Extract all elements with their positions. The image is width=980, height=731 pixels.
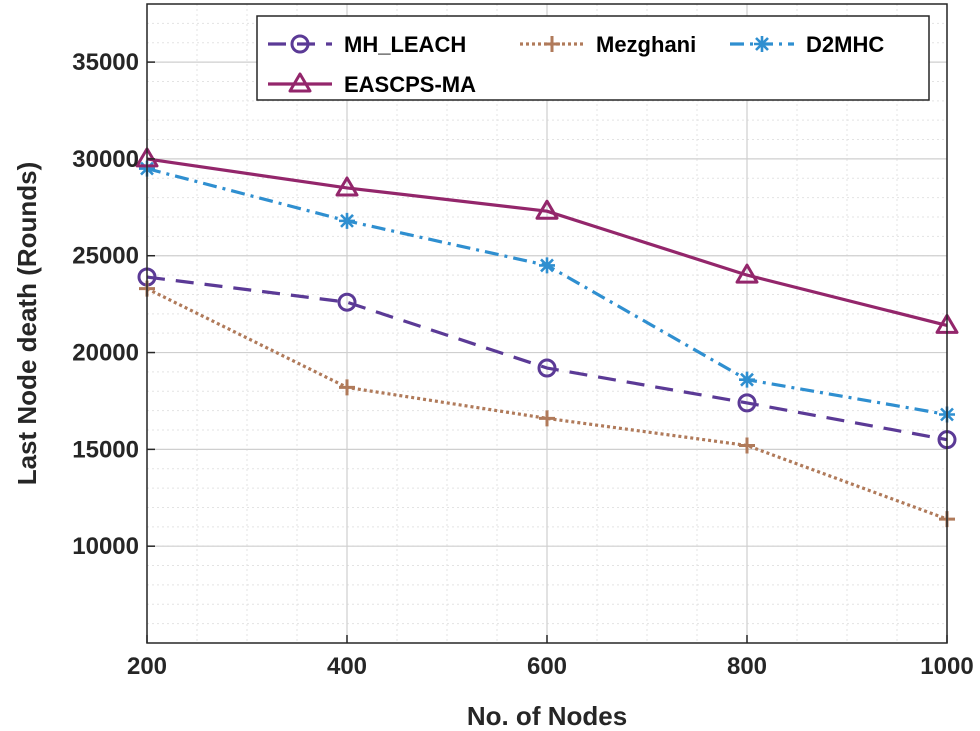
data-point-mh-leach	[737, 393, 757, 413]
series-line-mh-leach	[146, 275, 948, 442]
legend: MH_LEACH Mezghani D2MHC EASCPS-MA	[256, 15, 930, 101]
y-tick-label: 35000	[72, 49, 139, 76]
data-point-mezghani	[539, 410, 555, 427]
data-point-mezghani	[739, 437, 755, 454]
legend-label-eascps-ma: EASCPS-MA	[344, 72, 476, 97]
series-layer	[135, 147, 959, 528]
data-point-d2mhc	[739, 371, 755, 388]
x-tick-label: 200	[127, 653, 167, 680]
x-tick-label: 1000	[920, 653, 973, 680]
legend-marker-eascps-ma	[288, 72, 312, 93]
data-point-mezghani	[339, 379, 355, 396]
x-tick-label: 400	[327, 653, 367, 680]
data-point-d2mhc	[539, 257, 555, 274]
y-tick-label: 10000	[72, 533, 139, 560]
x-tick-label: 800	[727, 653, 767, 680]
y-tick-label: 25000	[72, 243, 139, 270]
data-point-eascps-ma	[335, 176, 359, 197]
data-point-mh-leach	[337, 292, 357, 312]
x-tick-label: 600	[527, 653, 567, 680]
legend-marker-mezghani	[544, 36, 560, 52]
x-axis-label: No. of Nodes	[467, 701, 627, 731]
data-point-eascps-ma	[535, 199, 559, 220]
legend-label-d2mhc: D2MHC	[806, 32, 884, 57]
legend-entry-mezghani: Mezghani	[520, 32, 696, 57]
y-tick-label: 20000	[72, 340, 139, 367]
data-point-mh-leach	[537, 358, 557, 378]
grid	[146, 3, 948, 644]
legend-box	[256, 15, 930, 101]
ticks: 200 400 600 800 1000 10000 15000 20000 25000 3000…	[72, 49, 973, 680]
y-tick-label: 15000	[72, 436, 139, 463]
legend-entry-mh-leach: MH_LEACH	[268, 32, 466, 57]
legend-label-mezghani: Mezghani	[596, 32, 696, 57]
series-line-mezghani	[146, 287, 948, 521]
data-point-d2mhc	[339, 212, 355, 229]
legend-entry-d2mhc: D2MHC	[730, 32, 884, 57]
legend-marker-d2mhc	[754, 36, 770, 52]
legend-label-mh-leach: MH_LEACH	[344, 32, 466, 57]
legend-entry-eascps-ma: EASCPS-MA	[268, 72, 476, 97]
data-point-eascps-ma	[735, 263, 759, 284]
series-line-eascps-ma	[146, 157, 948, 327]
y-tick-label: 30000	[72, 146, 139, 173]
y-axis-label: Last Node death (Rounds)	[12, 162, 42, 486]
legend-marker-mh-leach	[290, 34, 310, 54]
